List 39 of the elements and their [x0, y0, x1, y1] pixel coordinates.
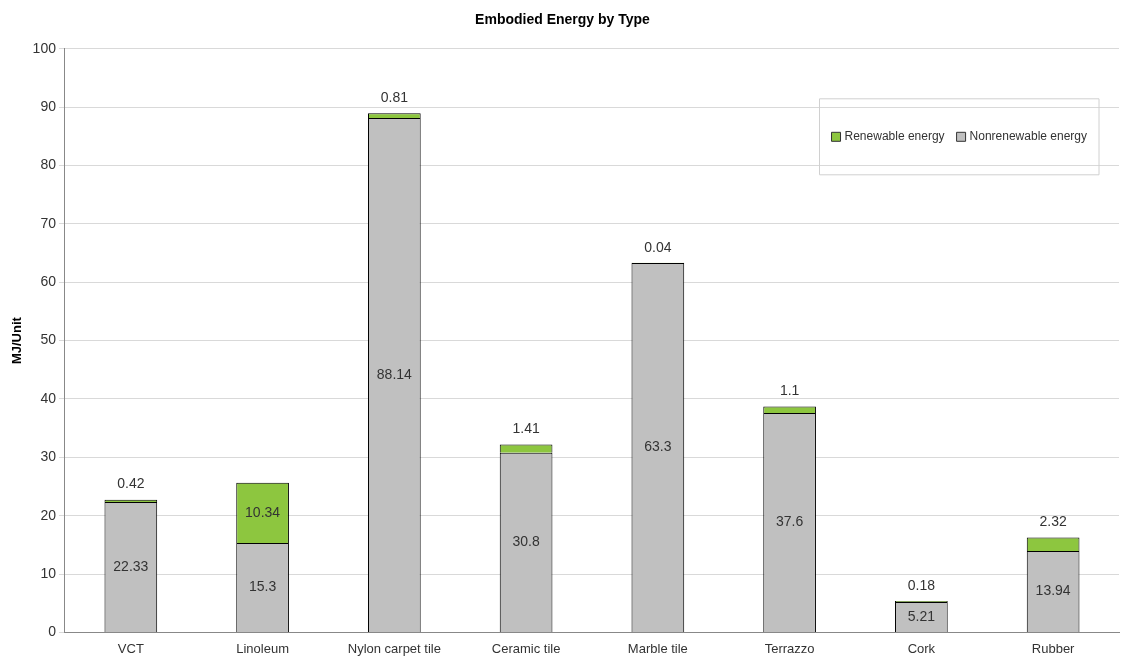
x-tick-label: Marble tile [627, 640, 688, 656]
data-label: 1.41 [512, 420, 540, 437]
data-label: 0.04 [644, 238, 672, 255]
legend-label: Renewable energy [844, 129, 945, 144]
x-tick-label: Terrazzo [764, 640, 815, 656]
data-label: 15.3 [248, 578, 277, 595]
x-tick-label: Rubber [1031, 640, 1076, 656]
y-tick-label: 10 [40, 564, 57, 581]
data-label: 37.6 [775, 513, 804, 530]
data-label: 22.33 [113, 557, 149, 574]
x-tick-label: Cork [907, 640, 936, 656]
data-label: 88.14 [376, 365, 413, 382]
y-tick-label: 60 [40, 273, 57, 290]
x-tick-label: Ceramic tile [491, 640, 561, 656]
data-label: 13.94 [1035, 582, 1071, 599]
data-label: 0.81 [380, 89, 409, 106]
x-tick-label: Nylon carpet tile [347, 640, 441, 656]
data-label: 63.3 [644, 438, 672, 455]
data-label: 0.42 [117, 475, 145, 492]
data-label: 1.1 [779, 382, 800, 399]
data-label: 0.18 [907, 576, 936, 593]
y-tick-label: 20 [40, 506, 57, 523]
y-tick-label: 70 [40, 214, 57, 231]
legend-label: Nonrenewable energy [969, 129, 1088, 144]
y-axis-title: MJ/Unit [9, 316, 25, 365]
x-tick-label: VCT [117, 640, 144, 656]
data-label: 10.34 [245, 503, 281, 520]
data-label: 5.21 [907, 607, 936, 624]
y-tick-label: 80 [40, 156, 57, 173]
y-tick-label: 40 [40, 389, 57, 406]
y-tick-label: 90 [40, 98, 57, 115]
y-tick-label: 50 [40, 331, 57, 348]
y-tick-label: 100 [32, 39, 57, 56]
y-tick-label: 30 [40, 448, 57, 465]
data-label: 2.32 [1039, 513, 1067, 530]
data-label: 30.8 [512, 533, 540, 550]
chart-title: Embodied Energy by Type [475, 11, 651, 28]
x-tick-label: Linoleum [236, 640, 289, 656]
y-tick-label: 0 [48, 623, 57, 640]
